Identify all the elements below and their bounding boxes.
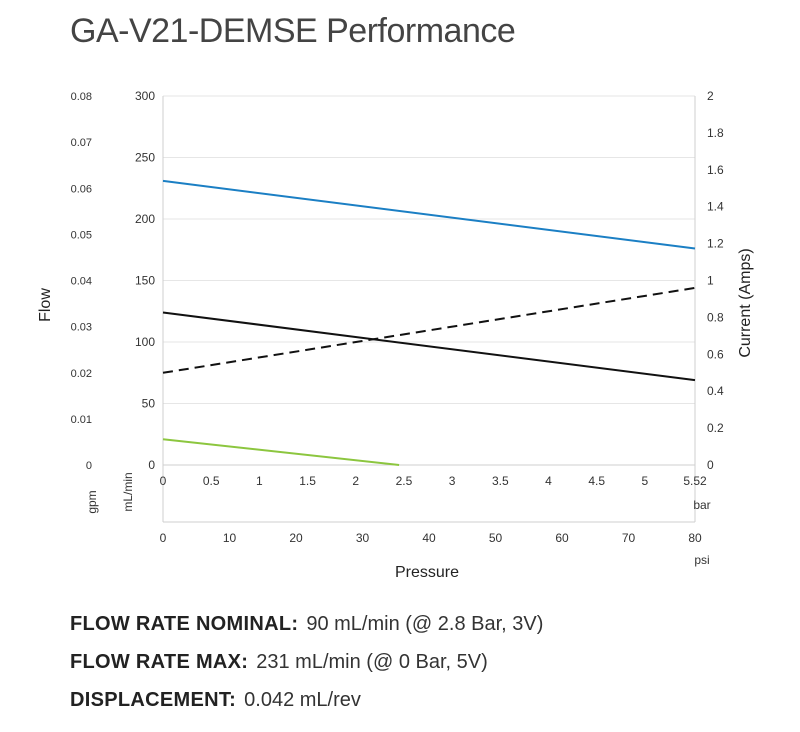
x-tick-label-psi: 80 [688, 531, 702, 545]
series-line-3 [162, 438, 400, 466]
x-unit-psi: psi [694, 553, 709, 567]
y2-tick-label-amps: 2 [707, 89, 714, 103]
y-tick-label-ml: 300 [135, 89, 155, 103]
y-tick-label-ml: 200 [135, 212, 155, 226]
y-tick-label-gpm: 0 [86, 460, 92, 472]
x-unit-bar: bar [693, 498, 710, 512]
x-tick-label-bar: 4 [545, 474, 552, 488]
spec-row-flow-nominal: FLOW RATE NOMINAL: 90 mL/min (@ 2.8 Bar, … [70, 610, 543, 648]
spec-value: 0.042 mL/rev [244, 689, 361, 711]
x-tick-label-bar: 2 [352, 474, 359, 488]
spec-value: 90 mL/min (@ 2.8 Bar, 3V) [306, 613, 544, 635]
y-tick-label-ml: 50 [142, 397, 156, 411]
x-tick-label-psi: 10 [223, 531, 237, 545]
y2-axis-title-current: Current (Amps) [737, 248, 754, 357]
x-tick-label-bar: 3 [449, 474, 456, 488]
y2-tick-label-amps: 1.6 [707, 163, 724, 177]
x-tick-label-bar: 0.5 [203, 474, 220, 488]
x-tick-label-psi: 0 [160, 531, 167, 545]
y-tick-label-gpm: 0.07 [71, 137, 92, 149]
y2-tick-label-amps: 0 [707, 458, 714, 472]
y-unit-ml: mL/min [121, 472, 135, 511]
x-tick-label-bar: 5 [642, 474, 649, 488]
spec-row-flow-max: FLOW RATE MAX: 231 mL/min (@ 0 Bar, 5V) [70, 648, 543, 686]
series-line-4 [162, 286, 696, 374]
y-tick-label-ml: 150 [135, 274, 155, 288]
x-tick-label-psi: 70 [622, 531, 636, 545]
y2-tick-label-amps: 0.2 [707, 421, 724, 435]
x-tick-label-psi: 20 [289, 531, 303, 545]
y2-tick-label-amps: 1.4 [707, 200, 724, 214]
x-tick-label-psi: 30 [356, 531, 370, 545]
x-tick-label-bar: 1.5 [299, 474, 316, 488]
x-axis-title-pressure: Pressure [395, 564, 459, 581]
tick-labels: 05010015020025030000.010.020.030.040.050… [71, 89, 724, 545]
x-tick-label-bar: 5.52 [683, 474, 707, 488]
y-tick-label-gpm: 0.02 [71, 368, 92, 380]
y-tick-label-ml: 250 [135, 151, 155, 165]
y-tick-label-ml: 0 [148, 458, 155, 472]
series-layer [162, 179, 696, 466]
y-tick-label-gpm: 0.01 [71, 414, 92, 426]
spec-row-displacement: DISPLACEMENT: 0.042 mL/rev [70, 686, 543, 724]
y2-tick-label-amps: 1.8 [707, 126, 724, 140]
y-tick-label-gpm: 0.05 [71, 229, 92, 241]
spec-label: FLOW RATE NOMINAL: [70, 613, 299, 635]
y-unit-gpm: gpm [85, 490, 99, 513]
y2-tick-label-amps: 0.8 [707, 310, 724, 324]
y-tick-label-gpm: 0.04 [71, 276, 92, 288]
x-tick-label-psi: 40 [422, 531, 436, 545]
y2-tick-label-amps: 0.4 [707, 384, 724, 398]
x-tick-label-bar: 0 [160, 474, 167, 488]
x-tick-label-bar: 3.5 [492, 474, 509, 488]
series-line-1 [162, 179, 696, 250]
x-tick-label-bar: 2.5 [396, 474, 413, 488]
y2-tick-label-amps: 0.6 [707, 347, 724, 361]
y2-tick-label-amps: 1.2 [707, 237, 724, 251]
y-axis-title-flow: Flow [37, 288, 54, 322]
spec-list: FLOW RATE NOMINAL: 90 mL/min (@ 2.8 Bar, … [70, 610, 543, 724]
x-tick-label-psi: 50 [489, 531, 503, 545]
x-tick-label-bar: 4.5 [588, 474, 605, 488]
y-tick-label-gpm: 0.03 [71, 322, 92, 334]
series-line-2 [162, 311, 696, 382]
y2-tick-label-amps: 1 [707, 274, 714, 288]
x-tick-label-bar: 1 [256, 474, 263, 488]
spec-value: 231 mL/min (@ 0 Bar, 5V) [256, 651, 488, 673]
performance-chart: 05010015020025030000.010.020.030.040.050… [37, 89, 754, 581]
page-title: GA-V21-DEMSE Performance [70, 12, 516, 50]
y-tick-label-ml: 100 [135, 335, 155, 349]
y-tick-label-gpm: 0.08 [71, 91, 92, 103]
y-tick-label-gpm: 0.06 [71, 183, 92, 195]
axes [162, 96, 696, 523]
spec-label: DISPLACEMENT: [70, 689, 237, 711]
x-tick-label-psi: 60 [555, 531, 569, 545]
grid-lines [163, 95, 695, 466]
spec-label: FLOW RATE MAX: [70, 651, 249, 673]
